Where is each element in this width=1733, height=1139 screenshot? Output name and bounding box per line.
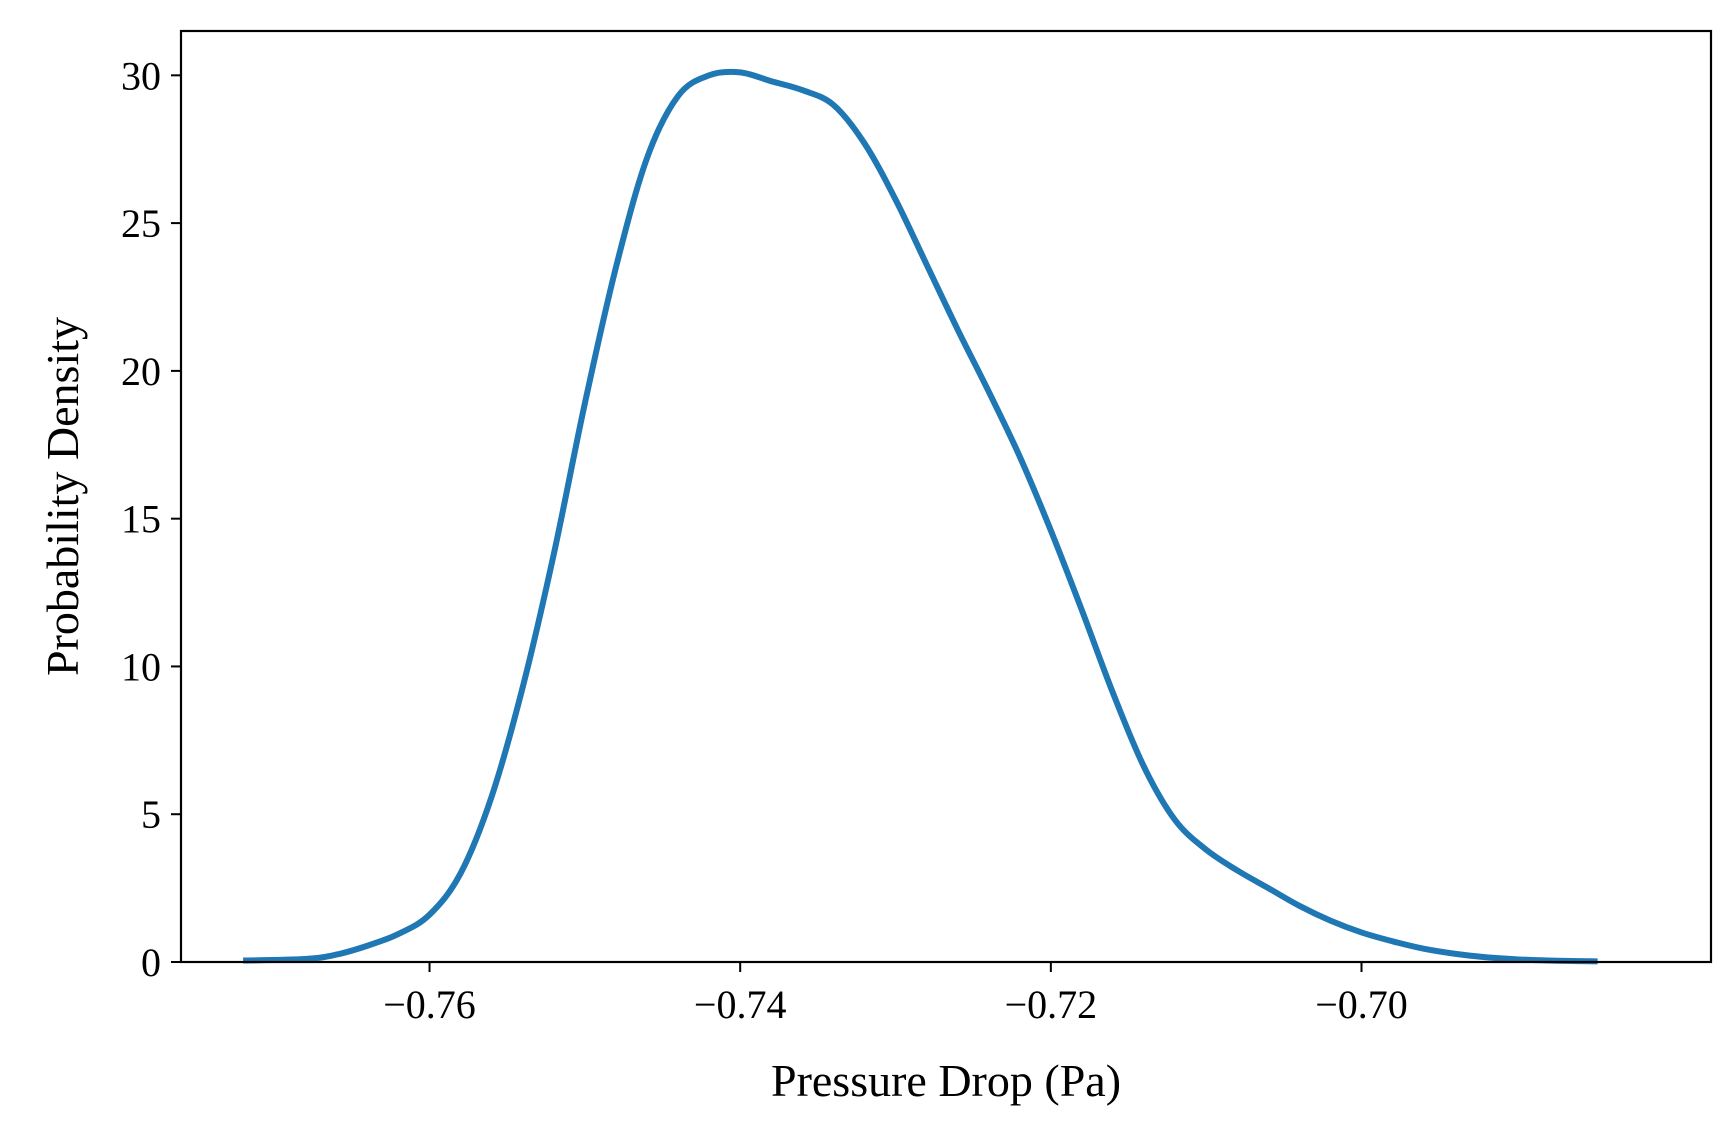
x-tick-label: −0.72 xyxy=(1005,982,1098,1027)
y-tick-label: 10 xyxy=(121,644,161,689)
y-tick-label: 20 xyxy=(121,349,161,394)
axis-ticks: −0.76 −0.74 −0.72 −0.70 0 5 10 15 20 25 30 xyxy=(121,53,1408,1027)
y-tick-label: 30 xyxy=(121,53,161,98)
y-axis-label: Probability Density xyxy=(37,317,88,676)
x-tick-label: −0.76 xyxy=(383,982,476,1027)
plot-area xyxy=(243,68,1598,965)
x-tick-label: −0.74 xyxy=(694,982,787,1027)
x-axis-label: Pressure Drop (Pa) xyxy=(771,1055,1121,1106)
density-curve-density xyxy=(243,68,1598,965)
y-tick-label: 0 xyxy=(141,940,161,985)
y-tick-label: 15 xyxy=(121,497,161,542)
y-tick-label: 5 xyxy=(141,792,161,837)
axes-frame xyxy=(179,29,1713,964)
y-tick-label: 25 xyxy=(121,201,161,246)
x-tick-label: −0.70 xyxy=(1315,982,1408,1027)
